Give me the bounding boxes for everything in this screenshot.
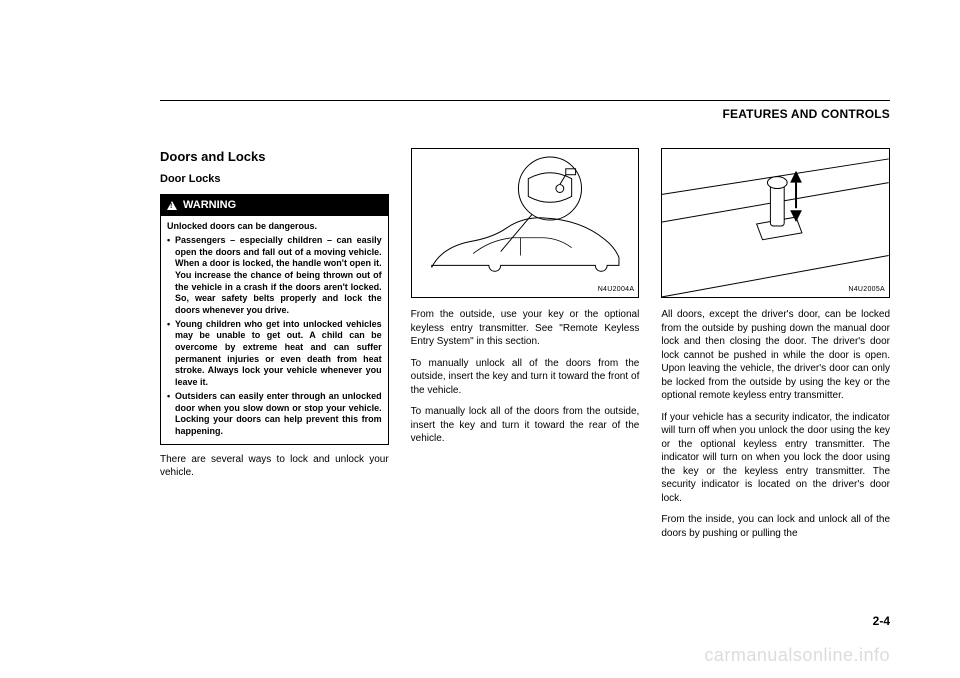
column-container: Doors and Locks Door Locks WARNING Unloc… bbox=[160, 148, 890, 548]
warning-box: WARNING Unlocked doors can be dangerous.… bbox=[160, 194, 389, 444]
lock-knob-illustration bbox=[662, 149, 889, 297]
paragraph: From the outside, use your key or the op… bbox=[411, 308, 640, 349]
watermark: carmanualsonline.info bbox=[704, 645, 890, 666]
warning-body: Unlocked doors can be dangerous. Passeng… bbox=[161, 216, 388, 443]
warning-header: WARNING bbox=[161, 195, 388, 216]
paragraph: To manually unlock all of the doors from… bbox=[411, 357, 640, 398]
subsection-title: Door Locks bbox=[160, 172, 389, 187]
warning-item: Young children who get into unlocked veh… bbox=[167, 319, 382, 389]
paragraph: From the inside, you can lock and unlock… bbox=[661, 513, 890, 540]
paragraph: All doors, except the driver's door, can… bbox=[661, 308, 890, 403]
manual-page: FEATURES AND CONTROLS Doors and Locks Do… bbox=[0, 0, 960, 678]
warning-triangle-icon bbox=[167, 201, 177, 210]
paragraph: To manually lock all of the doors from t… bbox=[411, 405, 640, 446]
warning-label: WARNING bbox=[183, 198, 236, 213]
figure-key-door: N4U2004A bbox=[411, 148, 640, 298]
paragraph: There are several ways to lock and unloc… bbox=[160, 453, 389, 480]
figure-lock-knob: N4U2005A bbox=[661, 148, 890, 298]
warning-item: Passengers – especially children – can e… bbox=[167, 235, 382, 317]
column-3: N4U2005A All doors, except the driver's … bbox=[661, 148, 890, 548]
column-1: Doors and Locks Door Locks WARNING Unloc… bbox=[160, 148, 389, 548]
warning-item: Outsiders can easily enter through an un… bbox=[167, 391, 382, 438]
warning-intro: Unlocked doors can be dangerous. bbox=[167, 221, 382, 233]
figure-id: N4U2004A bbox=[598, 285, 635, 294]
warning-list: Passengers – especially children – can e… bbox=[167, 235, 382, 438]
paragraph: If your vehicle has a security indicator… bbox=[661, 411, 890, 506]
page-number: 2-4 bbox=[873, 614, 890, 628]
door-key-illustration bbox=[412, 149, 639, 297]
running-head: FEATURES AND CONTROLS bbox=[160, 100, 890, 121]
section-title: Doors and Locks bbox=[160, 148, 389, 166]
figure-id: N4U2005A bbox=[848, 285, 885, 294]
column-2: N4U2004A From the outside, use your key … bbox=[411, 148, 640, 548]
